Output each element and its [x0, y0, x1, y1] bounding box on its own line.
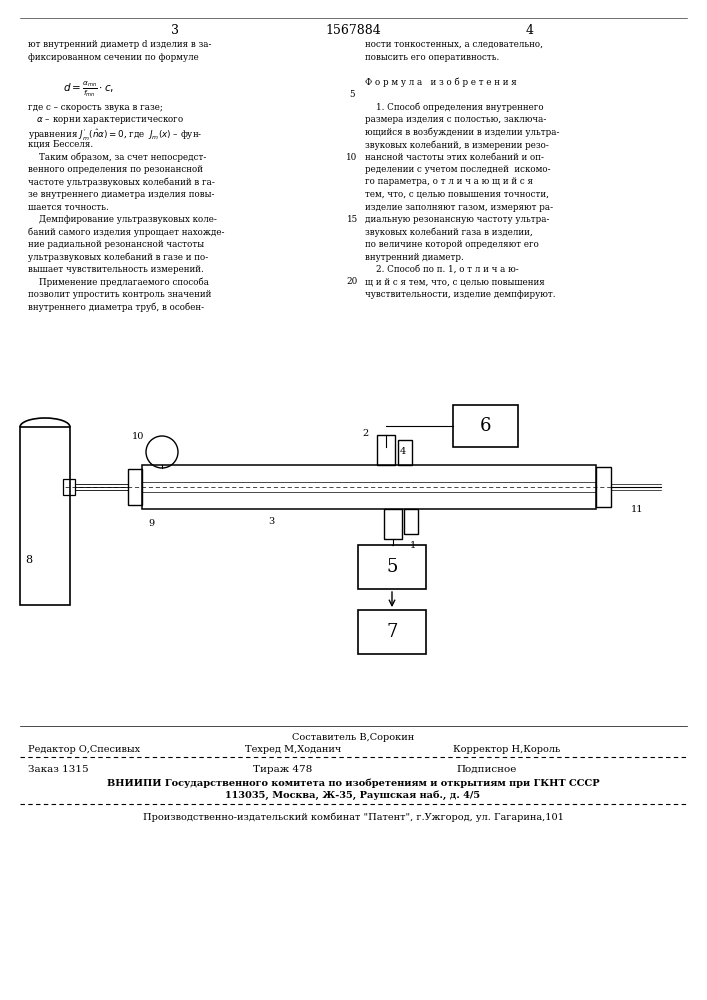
Text: 1567884: 1567884: [325, 24, 381, 37]
Text: $\alpha$ – корни характеристического: $\alpha$ – корни характеристического: [28, 115, 185, 126]
Bar: [384, 509, 402, 539]
Text: го параметра, о т л и ч а ю щ и й с я: го параметра, о т л и ч а ю щ и й с я: [365, 178, 533, 186]
Text: Применение предлагаемого способа: Применение предлагаемого способа: [28, 277, 209, 287]
Text: 11: 11: [631, 505, 643, 514]
Text: 1: 1: [410, 541, 416, 550]
Text: баний самого изделия упрощает нахожде-: баний самого изделия упрощает нахожде-: [28, 228, 225, 237]
Text: 5: 5: [349, 90, 355, 99]
Text: 5: 5: [386, 558, 397, 576]
Text: 20: 20: [346, 277, 358, 286]
Text: нансной частоты этих колебаний и оп-: нансной частоты этих колебаний и оп-: [365, 152, 544, 161]
Text: изделие заполняют газом, измеряют ра-: изделие заполняют газом, измеряют ра-: [365, 202, 553, 212]
Bar: [377, 435, 395, 465]
Bar: [142, 465, 596, 509]
Text: вышает чувствительность измерений.: вышает чувствительность измерений.: [28, 265, 204, 274]
Bar: [358, 610, 426, 654]
Text: 10: 10: [346, 152, 358, 161]
Text: ющийся в возбуждении в изделии ультра-: ющийся в возбуждении в изделии ультра-: [365, 127, 559, 137]
Text: 9: 9: [148, 519, 154, 528]
Text: щ и й с я тем, что, с целью повышения: щ и й с я тем, что, с целью повышения: [365, 277, 545, 286]
Text: ют внутренний диаметр d изделия в за-: ют внутренний диаметр d изделия в за-: [28, 40, 211, 49]
Bar: [63, 479, 75, 495]
Text: 113035, Москва, Ж-35, Раушская наб., д. 4/5: 113035, Москва, Ж-35, Раушская наб., д. …: [226, 790, 481, 800]
Bar: [596, 467, 611, 507]
Text: ности тонкостенных, а следовательно,: ности тонкостенных, а следовательно,: [365, 40, 543, 49]
Bar: [398, 440, 412, 465]
Text: 6: 6: [480, 417, 491, 435]
Text: 4: 4: [400, 447, 407, 456]
Bar: [404, 509, 418, 534]
Text: внутренний диаметр.: внутренний диаметр.: [365, 252, 464, 261]
Text: позволит упростить контроль значений: позволит упростить контроль значений: [28, 290, 211, 299]
Text: уравнения $J^{'}_m(\hat{n}\alpha)=0$, где  $J_m(x)$ – фун-: уравнения $J^{'}_m(\hat{n}\alpha)=0$, гд…: [28, 127, 202, 143]
Text: кция Бесселя.: кция Бесселя.: [28, 140, 93, 149]
Text: 4: 4: [526, 24, 534, 37]
Text: звуковых колебаний газа в изделии,: звуковых колебаний газа в изделии,: [365, 228, 533, 237]
Text: 10: 10: [132, 432, 144, 441]
Text: где с – скорость звука в газе;: где с – скорость звука в газе;: [28, 103, 163, 111]
Text: ние радиальной резонансной частоты: ние радиальной резонансной частоты: [28, 240, 204, 249]
Text: венного определения по резонансной: венного определения по резонансной: [28, 165, 203, 174]
Bar: [20, 427, 70, 605]
Text: ределении с учетом последней  искомо-: ределении с учетом последней искомо-: [365, 165, 551, 174]
Text: Корректор Н,Король: Корректор Н,Король: [453, 745, 560, 754]
Text: повысить его оперативность.: повысить его оперативность.: [365, 52, 499, 62]
Text: Таким образом, за счет непосредст-: Таким образом, за счет непосредст-: [28, 152, 206, 162]
Text: чувствительности, изделие демпфируют.: чувствительности, изделие демпфируют.: [365, 290, 556, 299]
Text: 3: 3: [268, 517, 274, 526]
Text: Тираж 478: Тираж 478: [253, 765, 312, 774]
Text: 3: 3: [171, 24, 179, 37]
Text: фиксированном сечении по формуле: фиксированном сечении по формуле: [28, 52, 199, 62]
Text: тем, что, с целью повышения точности,: тем, что, с целью повышения точности,: [365, 190, 549, 199]
Text: 2. Способ по п. 1, о т л и ч а ю-: 2. Способ по п. 1, о т л и ч а ю-: [365, 265, 519, 274]
Text: размера изделия с полостью, заключа-: размера изделия с полостью, заключа-: [365, 115, 547, 124]
Text: ультразвуковых колебаний в газе и по-: ультразвуковых колебаний в газе и по-: [28, 252, 209, 262]
Text: 2: 2: [362, 429, 368, 438]
Text: $d=\frac{\alpha_{mn}}{f_{mn}} \cdot c,$: $d=\frac{\alpha_{mn}}{f_{mn}} \cdot c,$: [63, 80, 115, 99]
Text: шается точность.: шается точность.: [28, 202, 109, 212]
Text: звуковых колебаний, в измерении резо-: звуковых колебаний, в измерении резо-: [365, 140, 549, 149]
Text: Заказ 1315: Заказ 1315: [28, 765, 88, 774]
Bar: [453, 405, 518, 447]
Text: 15: 15: [346, 215, 358, 224]
Text: внутреннего диаметра труб, в особен-: внутреннего диаметра труб, в особен-: [28, 302, 204, 312]
Text: Демпфирование ультразвуковых коле-: Демпфирование ультразвуковых коле-: [28, 215, 217, 224]
Text: ВНИИПИ Государственного комитета по изобретениям и открытиям при ГКНТ СССР: ВНИИПИ Государственного комитета по изоб…: [107, 778, 600, 788]
Bar: [358, 545, 426, 589]
Text: 7: 7: [386, 623, 397, 641]
Text: Ф о р м у л а   и з о б р е т е н и я: Ф о р м у л а и з о б р е т е н и я: [365, 78, 517, 87]
Text: Техред М,Ходанич: Техред М,Ходанич: [245, 745, 341, 754]
Text: диальную резонансную частоту ультра-: диальную резонансную частоту ультра-: [365, 215, 549, 224]
Text: частоте ультразвуковых колебаний в га-: частоте ультразвуковых колебаний в га-: [28, 178, 215, 187]
Text: 8: 8: [25, 555, 32, 565]
Text: Составитель В,Сорокин: Составитель В,Сорокин: [292, 733, 414, 742]
Text: Производственно-издательский комбинат "Патент", г.Ужгород, ул. Гагарина,101: Производственно-издательский комбинат "П…: [143, 812, 563, 822]
Text: 1. Способ определения внутреннего: 1. Способ определения внутреннего: [365, 103, 544, 112]
Text: зе внутреннего диаметра изделия повы-: зе внутреннего диаметра изделия повы-: [28, 190, 214, 199]
Bar: [128, 469, 142, 505]
Text: Подписное: Подписное: [456, 765, 516, 774]
Text: по величине которой определяют его: по величине которой определяют его: [365, 240, 539, 249]
Text: Редактор О,Спесивых: Редактор О,Спесивых: [28, 745, 140, 754]
